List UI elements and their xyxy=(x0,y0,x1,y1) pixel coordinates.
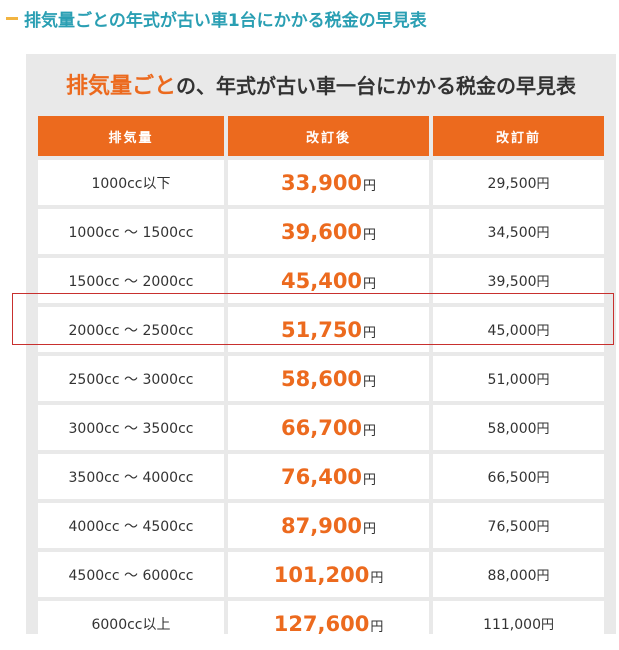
header-before: 改訂前 xyxy=(433,116,604,156)
after-price-value: 39,600 xyxy=(281,219,363,244)
yen-unit: 円 xyxy=(363,227,377,243)
yen-unit: 円 xyxy=(536,373,550,388)
header-after: 改訂後 xyxy=(228,116,430,156)
yen-unit: 円 xyxy=(536,569,550,584)
table-row: 4500cc 〜 6000cc 101,200円 88,000円 xyxy=(38,552,604,597)
after-price-cell: 127,600円 xyxy=(228,601,430,646)
displacement-cell: 4000cc 〜 4500cc xyxy=(38,503,224,548)
displacement-cell: 2000cc 〜 2500cc xyxy=(38,307,224,352)
table-row: 2500cc 〜 3000cc 58,600円 51,000円 xyxy=(38,356,604,401)
after-price-cell: 33,900円 xyxy=(228,160,430,205)
after-price-cell: 39,600円 xyxy=(228,209,430,254)
yen-unit: 円 xyxy=(536,324,550,339)
before-price-value: 88,000 xyxy=(487,568,537,584)
after-price-value: 58,600 xyxy=(281,366,363,391)
header-displacement: 排気量 xyxy=(38,116,224,156)
after-price-value: 76,400 xyxy=(281,464,363,489)
before-price-value: 34,500 xyxy=(487,225,537,241)
yen-unit: 円 xyxy=(536,520,550,535)
before-price-cell: 34,500円 xyxy=(433,209,604,254)
yen-unit: 円 xyxy=(363,521,377,537)
heading-text: 排気量ごとの年式が古い車1台にかかる税金の早見表 xyxy=(24,10,427,31)
displacement-cell: 1500cc 〜 2000cc xyxy=(38,258,224,303)
before-price-cell: 76,500円 xyxy=(433,503,604,548)
displacement-cell: 4500cc 〜 6000cc xyxy=(38,552,224,597)
yen-unit: 円 xyxy=(363,276,377,292)
yen-unit: 円 xyxy=(363,423,377,439)
after-price-value: 87,900 xyxy=(281,513,363,538)
table-title-rest: の、年式が古い車一台にかかる税金の早見表 xyxy=(176,74,576,98)
table-row: 3500cc 〜 4000cc 76,400円 66,500円 xyxy=(38,454,604,499)
yen-unit: 円 xyxy=(536,471,550,486)
before-price-cell: 58,000円 xyxy=(433,405,604,450)
yen-unit: 円 xyxy=(363,178,377,194)
before-price-value: 39,500 xyxy=(487,274,537,290)
displacement-cell: 3500cc 〜 4000cc xyxy=(38,454,224,499)
after-price-cell: 58,600円 xyxy=(228,356,430,401)
yen-unit: 円 xyxy=(370,619,384,635)
page-heading: 排気量ごとの年式が古い車1台にかかる税金の早見表 xyxy=(6,4,427,32)
yen-unit: 円 xyxy=(536,226,550,241)
before-price-cell: 111,000円 xyxy=(433,601,604,646)
after-price-value: 51,750 xyxy=(281,317,363,342)
before-price-value: 51,000 xyxy=(487,372,537,388)
displacement-cell: 3000cc 〜 3500cc xyxy=(38,405,224,450)
after-price-cell: 51,750円 xyxy=(228,307,430,352)
before-price-cell: 39,500円 xyxy=(433,258,604,303)
table-title-accent: 排気量ごと xyxy=(65,74,176,99)
after-price-cell: 66,700円 xyxy=(228,405,430,450)
table-row: 4000cc 〜 4500cc 87,900円 76,500円 xyxy=(38,503,604,548)
table-row: 1000cc 〜 1500cc 39,600円 34,500円 xyxy=(38,209,604,254)
before-price-value: 29,500 xyxy=(487,176,537,192)
after-price-value: 101,200 xyxy=(273,562,370,587)
before-price-value: 45,000 xyxy=(487,323,537,339)
yen-unit: 円 xyxy=(363,472,377,488)
yen-unit: 円 xyxy=(363,374,377,390)
before-price-value: 76,500 xyxy=(487,519,537,535)
yen-unit: 円 xyxy=(536,422,550,437)
yen-unit: 円 xyxy=(536,177,550,192)
after-price-cell: 87,900円 xyxy=(228,503,430,548)
displacement-cell: 1000cc 〜 1500cc xyxy=(38,209,224,254)
after-price-value: 33,900 xyxy=(281,170,363,195)
before-price-cell: 29,500円 xyxy=(433,160,604,205)
displacement-cell: 2500cc 〜 3000cc xyxy=(38,356,224,401)
tax-table-panel: 排気量ごとの、年式が古い車一台にかかる税金の早見表 排気量 改訂後 改訂前 10… xyxy=(26,54,616,646)
table-title: 排気量ごとの、年式が古い車一台にかかる税金の早見表 xyxy=(26,68,616,100)
table-row: 3000cc 〜 3500cc 66,700円 58,000円 xyxy=(38,405,604,450)
before-price-cell: 45,000円 xyxy=(433,307,604,352)
before-price-value: 66,500 xyxy=(487,470,537,486)
after-price-cell: 101,200円 xyxy=(228,552,430,597)
yen-unit: 円 xyxy=(540,618,554,633)
before-price-value: 111,000 xyxy=(483,617,541,633)
after-price-value: 66,700 xyxy=(281,415,363,440)
tax-table: 排気量 改訂後 改訂前 1000cc以下 33,900円 29,500円 1000cc… xyxy=(34,112,608,650)
table-row: 6000cc以上 127,600円 111,000円 xyxy=(38,601,604,646)
before-price-cell: 88,000円 xyxy=(433,552,604,597)
displacement-cell: 1000cc以下 xyxy=(38,160,224,205)
before-price-cell: 51,000円 xyxy=(433,356,604,401)
after-price-cell: 45,400円 xyxy=(228,258,430,303)
after-price-cell: 76,400円 xyxy=(228,454,430,499)
yen-unit: 円 xyxy=(536,275,550,290)
table-row: 1500cc 〜 2000cc 45,400円 39,500円 xyxy=(38,258,604,303)
displacement-cell: 6000cc以上 xyxy=(38,601,224,646)
after-price-value: 127,600 xyxy=(273,611,370,636)
before-price-value: 58,000 xyxy=(487,421,537,437)
after-price-value: 45,400 xyxy=(281,268,363,293)
table-header-row: 排気量 改訂後 改訂前 xyxy=(38,116,604,156)
heading-dash-icon xyxy=(6,16,18,20)
yen-unit: 円 xyxy=(363,325,377,341)
before-price-cell: 66,500円 xyxy=(433,454,604,499)
table-row: 2000cc 〜 2500cc 51,750円 45,000円 xyxy=(38,307,604,352)
yen-unit: 円 xyxy=(370,570,384,586)
table-row: 1000cc以下 33,900円 29,500円 xyxy=(38,160,604,205)
